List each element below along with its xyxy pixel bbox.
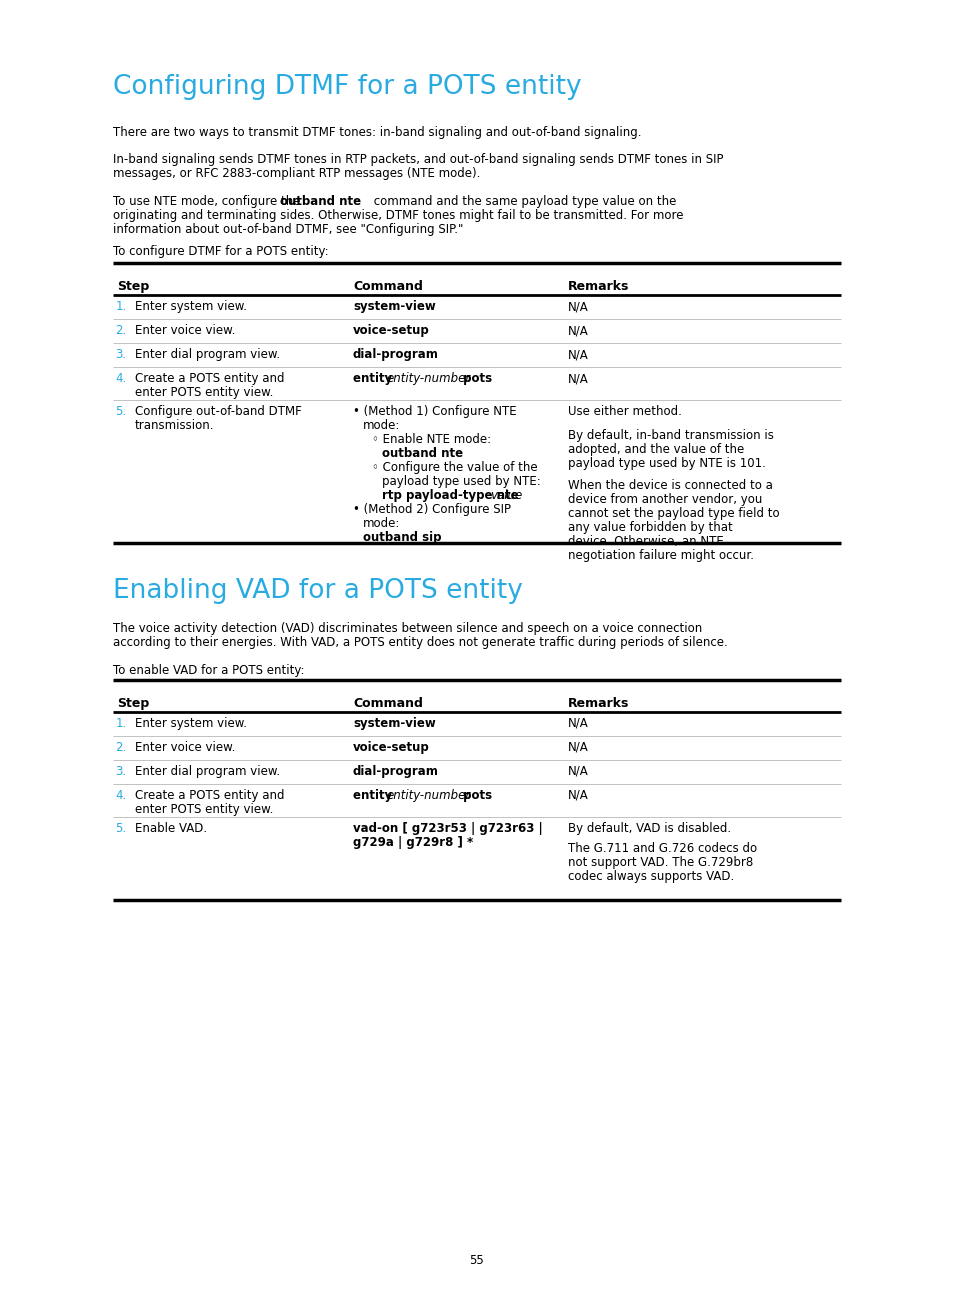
Text: When the device is connected to a: When the device is connected to a [567, 480, 772, 492]
Text: system-view: system-view [353, 717, 436, 730]
Text: transmission.: transmission. [134, 419, 213, 432]
Text: 5.: 5. [115, 822, 127, 835]
Text: N/A: N/A [567, 789, 588, 802]
Text: To use NTE mode, configure the: To use NTE mode, configure the [112, 194, 303, 207]
Text: Configure out-of-band DTMF: Configure out-of-band DTMF [134, 404, 301, 419]
Text: N/A: N/A [567, 349, 588, 362]
Text: Enter voice view.: Enter voice view. [134, 324, 234, 337]
Text: Enter system view.: Enter system view. [134, 299, 246, 314]
Text: 1.: 1. [115, 717, 127, 730]
Text: N/A: N/A [567, 765, 588, 778]
Text: Enter voice view.: Enter voice view. [134, 741, 234, 754]
Text: vad-on [ g723r53 | g723r63 |: vad-on [ g723r53 | g723r63 | [353, 822, 542, 835]
Text: outband sip: outband sip [362, 531, 440, 544]
Text: dial-program: dial-program [353, 765, 438, 778]
Text: 4.: 4. [115, 372, 127, 385]
Text: The voice activity detection (VAD) discriminates between silence and speech on a: The voice activity detection (VAD) discr… [112, 622, 701, 635]
Text: Create a POTS entity and: Create a POTS entity and [134, 789, 284, 802]
Text: 5.: 5. [115, 404, 127, 419]
Text: pots: pots [458, 372, 492, 385]
Text: Remarks: Remarks [567, 280, 628, 293]
Text: originating and terminating sides. Otherwise, DTMF tones might fail to be transm: originating and terminating sides. Other… [112, 209, 682, 222]
Text: Step: Step [117, 280, 150, 293]
Text: Remarks: Remarks [567, 697, 628, 710]
Text: ◦ Enable NTE mode:: ◦ Enable NTE mode: [372, 433, 491, 446]
Text: By default, VAD is disabled.: By default, VAD is disabled. [567, 822, 730, 835]
Text: command and the same payload type value on the: command and the same payload type value … [370, 194, 676, 207]
Text: Use either method.: Use either method. [567, 404, 680, 419]
Text: enter POTS entity view.: enter POTS entity view. [134, 804, 273, 816]
Text: negotiation failure might occur.: negotiation failure might occur. [567, 550, 753, 562]
Text: voice-setup: voice-setup [353, 741, 429, 754]
Text: Create a POTS entity and: Create a POTS entity and [134, 372, 284, 385]
Text: codec always supports VAD.: codec always supports VAD. [567, 870, 733, 883]
Text: 55: 55 [469, 1255, 484, 1267]
Text: mode:: mode: [362, 517, 399, 530]
Text: To configure DTMF for a POTS entity:: To configure DTMF for a POTS entity: [112, 245, 328, 258]
Text: dial-program: dial-program [353, 349, 438, 362]
Text: 1.: 1. [115, 299, 127, 314]
Text: N/A: N/A [567, 299, 588, 314]
Text: • (Method 1) Configure NTE: • (Method 1) Configure NTE [353, 404, 517, 419]
Text: N/A: N/A [567, 324, 588, 337]
Text: entity: entity [353, 789, 395, 802]
Text: outband nte: outband nte [381, 447, 462, 460]
Text: entity-number: entity-number [386, 789, 470, 802]
Text: device. Otherwise, an NTE: device. Otherwise, an NTE [567, 535, 722, 548]
Text: g729a | g729r8 ] *: g729a | g729r8 ] * [353, 836, 473, 849]
Text: any value forbidden by that: any value forbidden by that [567, 521, 732, 534]
Text: • (Method 2) Configure SIP: • (Method 2) Configure SIP [353, 503, 511, 516]
Text: adopted, and the value of the: adopted, and the value of the [567, 443, 743, 456]
Text: By default, in-band transmission is: By default, in-band transmission is [567, 429, 773, 442]
Text: outband nte: outband nte [279, 194, 360, 207]
Text: according to their energies. With VAD, a POTS entity does not generate traffic d: according to their energies. With VAD, a… [112, 636, 726, 649]
Text: payload type used by NTE:: payload type used by NTE: [381, 476, 539, 489]
Text: Step: Step [117, 697, 150, 710]
Text: ◦ Configure the value of the: ◦ Configure the value of the [372, 461, 537, 474]
Text: 3.: 3. [115, 765, 127, 778]
Text: payload type used by NTE is 101.: payload type used by NTE is 101. [567, 457, 764, 470]
Text: Enabling VAD for a POTS entity: Enabling VAD for a POTS entity [112, 578, 522, 604]
Text: value: value [490, 489, 522, 502]
Text: In-band signaling sends DTMF tones in RTP packets, and out-of-band signaling sen: In-band signaling sends DTMF tones in RT… [112, 153, 722, 166]
Text: device from another vendor, you: device from another vendor, you [567, 492, 761, 505]
Text: Enter dial program view.: Enter dial program view. [134, 349, 279, 362]
Text: information about out-of-band DTMF, see "Configuring SIP.": information about out-of-band DTMF, see … [112, 223, 462, 236]
Text: mode:: mode: [362, 419, 399, 432]
Text: messages, or RFC 2883-compliant RTP messages (NTE mode).: messages, or RFC 2883-compliant RTP mess… [112, 167, 479, 180]
Text: The G.711 and G.726 codecs do: The G.711 and G.726 codecs do [567, 842, 756, 855]
Text: Command: Command [353, 280, 422, 293]
Text: Command: Command [353, 697, 422, 710]
Text: To enable VAD for a POTS entity:: To enable VAD for a POTS entity: [112, 664, 304, 677]
Text: voice-setup: voice-setup [353, 324, 429, 337]
Text: Configuring DTMF for a POTS entity: Configuring DTMF for a POTS entity [112, 74, 580, 100]
Text: enter POTS entity view.: enter POTS entity view. [134, 386, 273, 399]
Text: 4.: 4. [115, 789, 127, 802]
Text: cannot set the payload type field to: cannot set the payload type field to [567, 507, 779, 520]
Text: There are two ways to transmit DTMF tones: in-band signaling and out-of-band sig: There are two ways to transmit DTMF tone… [112, 126, 640, 139]
Text: Enable VAD.: Enable VAD. [134, 822, 207, 835]
Text: 3.: 3. [115, 349, 127, 362]
Text: Enter dial program view.: Enter dial program view. [134, 765, 279, 778]
Text: system-view: system-view [353, 299, 436, 314]
Text: rtp payload-type nte: rtp payload-type nte [381, 489, 522, 502]
Text: N/A: N/A [567, 717, 588, 730]
Text: Enter system view.: Enter system view. [134, 717, 246, 730]
Text: pots: pots [458, 789, 492, 802]
Text: entity-number: entity-number [386, 372, 470, 385]
Text: 2.: 2. [115, 324, 127, 337]
Text: not support VAD. The G.729br8: not support VAD. The G.729br8 [567, 855, 752, 870]
Text: 2.: 2. [115, 741, 127, 754]
Text: entity: entity [353, 372, 395, 385]
Text: N/A: N/A [567, 372, 588, 385]
Text: N/A: N/A [567, 741, 588, 754]
